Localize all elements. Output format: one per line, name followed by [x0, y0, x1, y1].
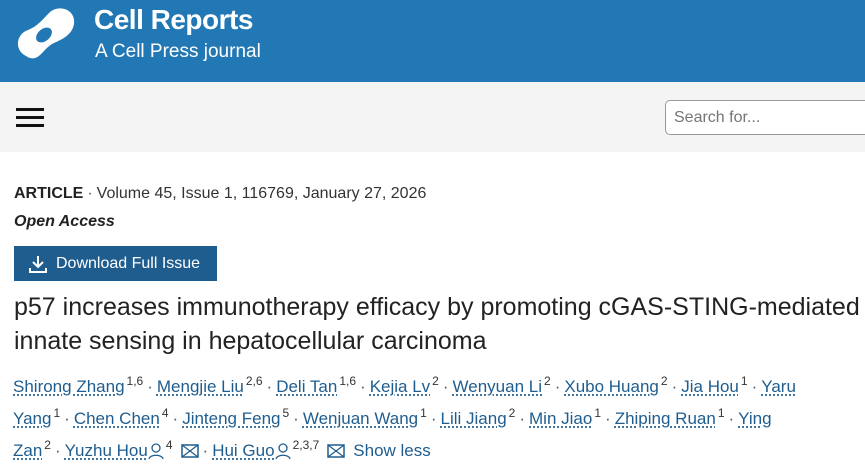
affiliation-number[interactable]: 1 [53, 406, 61, 421]
email-icon[interactable] [180, 443, 199, 459]
separator: · [554, 376, 561, 396]
author: Mengjie Liu 2,6 [156, 374, 263, 396]
affiliation-number[interactable]: 1 [740, 374, 748, 388]
affiliation-number[interactable]: 2 [44, 438, 51, 453]
author-name[interactable]: Kejia Lv [369, 376, 431, 396]
separator: · [728, 408, 735, 428]
author-name[interactable]: Yaru Yang [13, 376, 796, 428]
author-name[interactable]: Zhiping Ruan [614, 408, 716, 428]
author-name[interactable]: Deli Tan [276, 376, 338, 396]
article-type: ARTICLE [14, 185, 84, 202]
separator: · [64, 408, 70, 428]
affiliation-number[interactable]: 1 [594, 406, 602, 421]
site-header: Cell Reports A Cell Press journal [0, 0, 865, 82]
author-list: Shirong Zhang 1,6 · Mengjie Liu 2,6 · Deli Tan… [13, 368, 865, 464]
author: Yaru Yang 1 [13, 377, 796, 428]
open-access-label: Open Access [14, 213, 115, 230]
separator: · [430, 408, 437, 428]
menu-icon[interactable] [16, 108, 44, 128]
affiliation-number[interactable]: 4 [161, 406, 169, 421]
author: Deli Tan 1,6 [276, 374, 357, 396]
author: Xubo Huang 2 [564, 374, 668, 396]
separator: · [87, 185, 93, 202]
affiliation-number[interactable]: 1,6 [126, 374, 144, 388]
author: Lili Jiang 2 [440, 406, 516, 428]
affiliation-number[interactable]: 2 [660, 374, 668, 388]
author-name[interactable]: Wenjuan Wang [302, 408, 419, 428]
author: Wenyuan Li 2 [452, 374, 551, 396]
cell-reports-logo[interactable] [12, 4, 78, 66]
affiliation-number[interactable]: 1 [717, 406, 725, 421]
search-input[interactable] [665, 100, 865, 135]
affiliation-number[interactable]: 1 [420, 406, 427, 421]
affiliation-number[interactable]: 4 [165, 438, 173, 453]
download-icon [29, 255, 47, 273]
brand-subtitle: A Cell Press journal [95, 41, 261, 62]
separator: · [751, 376, 758, 396]
author-name[interactable]: Chen Chen [73, 408, 160, 428]
brand-name[interactable]: Cell Reports [94, 4, 253, 35]
download-label: Download Full Issue [56, 254, 201, 272]
separator: · [202, 440, 209, 460]
affiliation-number[interactable]: 2,3,7 [292, 438, 320, 453]
citation: Volume 45, Issue 1, 116769, January 27, … [96, 185, 427, 202]
author: Shirong Zhang 1,6 [13, 374, 144, 396]
affiliation-number[interactable]: 5 [282, 406, 290, 421]
author-name[interactable]: Xubo Huang [564, 376, 659, 396]
person-icon [274, 443, 291, 460]
affiliation-number[interactable]: 2 [544, 374, 551, 388]
author-name[interactable]: Min Jiao [529, 408, 593, 428]
author-name[interactable]: Jia Hou [681, 376, 739, 396]
separator: · [360, 376, 366, 396]
author-name[interactable]: Shirong Zhang [13, 376, 125, 396]
person-icon [148, 443, 164, 460]
separator: · [293, 408, 299, 428]
separator: · [172, 408, 179, 428]
separator: · [519, 408, 526, 428]
author-name[interactable]: Wenyuan Li [452, 376, 542, 396]
separator: · [671, 376, 678, 396]
author: Hui Guo 2,3,7 [212, 438, 346, 460]
affiliation-number[interactable]: 2 [432, 374, 439, 388]
author: Yuzhu Hou 4 [64, 438, 199, 460]
separator: · [605, 408, 611, 428]
author-name[interactable]: Hui Guo [212, 440, 275, 460]
separator: · [54, 440, 61, 460]
author: Kejia Lv 2 [369, 374, 439, 396]
author: Jinteng Feng 5 [182, 406, 290, 428]
author-name[interactable]: Lili Jiang [440, 408, 507, 428]
author: Jia Hou 1 [681, 374, 748, 396]
separator: · [147, 376, 153, 396]
email-icon[interactable] [327, 443, 346, 459]
article-meta: ARTICLE · Volume 45, Issue 1, 116769, Janu… [14, 185, 426, 203]
separator: · [266, 376, 273, 396]
affiliation-number[interactable]: 2,6 [245, 374, 263, 388]
author: Min Jiao 1 [529, 406, 602, 428]
show-less-button[interactable]: Show less [353, 440, 431, 460]
article-title: p57 increases immunotherapy efficacy by … [14, 293, 860, 355]
author: Zhiping Ruan 1 [614, 406, 725, 428]
affiliation-number[interactable]: 2 [508, 406, 516, 421]
download-full-issue-button[interactable]: Download Full Issue [14, 246, 217, 281]
author-name[interactable]: Yuzhu Hou [64, 440, 148, 460]
author: Wenjuan Wang 1 [302, 406, 427, 428]
separator: · [442, 376, 449, 396]
author: Chen Chen 4 [73, 406, 169, 428]
affiliation-number[interactable]: 1,6 [339, 374, 357, 388]
author-name[interactable]: Jinteng Feng [182, 408, 281, 428]
author-name[interactable]: Mengjie Liu [156, 376, 244, 396]
